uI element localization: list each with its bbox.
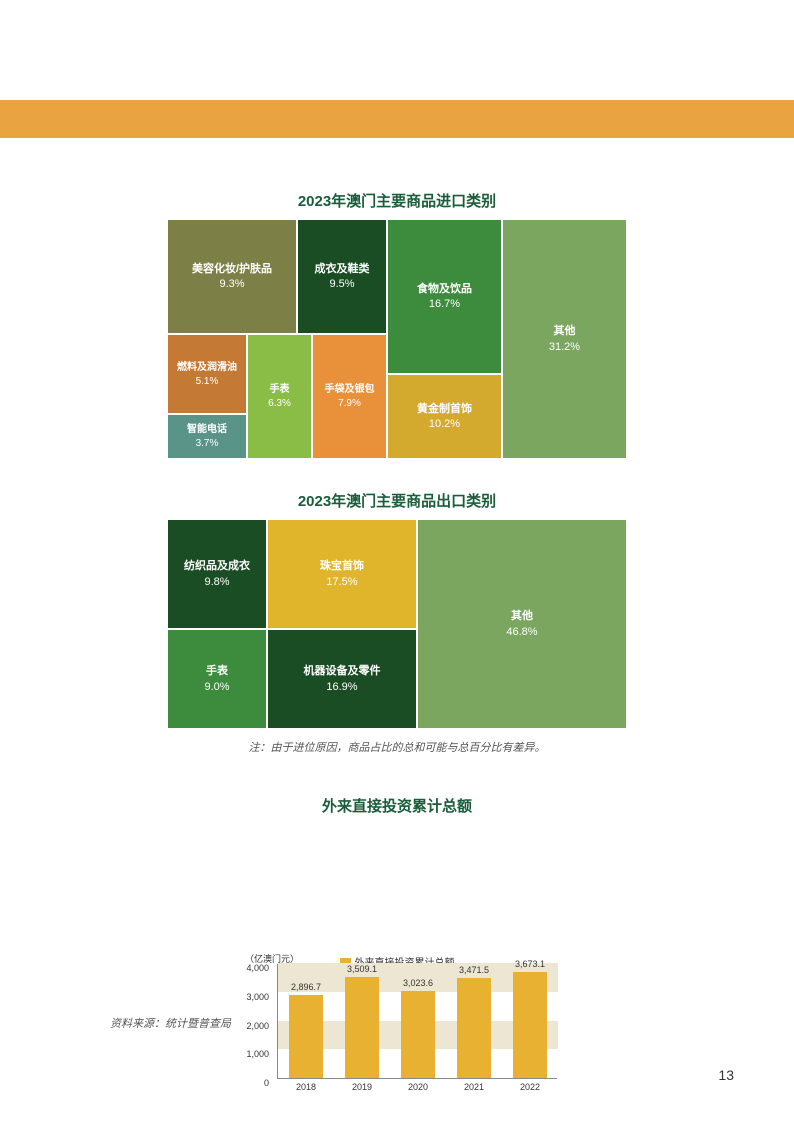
treemap-cell: 手表6.3%: [247, 334, 312, 459]
cell-label: 手表: [206, 664, 228, 678]
footnote: 注：由于进位原因，商品占比的总和可能与总百分比有差异。: [0, 739, 794, 755]
cell-label: 智能电话: [187, 423, 227, 436]
y-tick: 2,000: [246, 1021, 269, 1031]
cell-label: 手袋及银包: [325, 383, 375, 396]
import-treemap: 美容化妆/护肤品9.3%成衣及鞋类9.5%食物及饮品16.7%其他31.2%燃料…: [167, 219, 627, 459]
cell-pct: 6.3%: [268, 397, 291, 410]
bar-chart-section: 外来直接投资累计总额 （亿澳门元） 01,0002,0003,0004,0002…: [0, 795, 794, 1109]
treemap-cell: 黄金制首饰10.2%: [387, 374, 502, 459]
cell-label: 其他: [511, 609, 533, 623]
treemap-cell: 燃料及润滑油5.1%: [167, 334, 247, 414]
treemap-cell: 成衣及鞋类9.5%: [297, 219, 387, 334]
cell-pct: 9.0%: [204, 680, 229, 694]
bar-plot: 01,0002,0003,0004,0002,896.720183,509.12…: [277, 964, 557, 1079]
treemap-cell: 其他 31.2%: [502, 219, 627, 459]
x-tick: 2022: [505, 1082, 555, 1092]
bar-chart-title: 外来直接投资累计总额: [0, 795, 794, 816]
bar: [289, 995, 323, 1078]
treemap-cell: 手袋及银包7.9%: [312, 334, 387, 459]
cell-label: 珠宝首饰: [320, 559, 364, 573]
export-treemap: 纺织品及成衣 9.8% 珠宝首饰 17.5% 其他 46.8% 手表 9.0% 机器设备及零件 1…: [167, 519, 627, 729]
import-section: 2023年澳门主要商品进口类别 美容化妆/护肤品9.3%成衣及鞋类9.5%食物及…: [0, 190, 794, 459]
cell-label: 成衣及鞋类: [315, 262, 370, 276]
treemap-cell: 机器设备及零件 16.9%: [267, 629, 417, 729]
header-bar: [0, 100, 794, 138]
treemap-cell: 纺织品及成衣 9.8%: [167, 519, 267, 629]
bar: [345, 977, 379, 1078]
x-tick: 2018: [281, 1082, 331, 1092]
x-tick: 2021: [449, 1082, 499, 1092]
treemap-cell: 珠宝首饰 17.5%: [267, 519, 417, 629]
cell-label: 燃料及润滑油: [177, 361, 237, 374]
cell-pct: 10.2%: [429, 417, 460, 431]
cell-pct: 16.9%: [326, 680, 357, 694]
y-tick: 1,000: [246, 1049, 269, 1059]
bar-chart: （亿澳门元） 01,0002,0003,0004,0002,896.720183…: [227, 954, 567, 1109]
treemap-cell: 其他 46.8%: [417, 519, 627, 729]
import-title: 2023年澳门主要商品进口类别: [0, 190, 794, 211]
cell-label: 食物及饮品: [417, 282, 472, 296]
cell-pct: 5.1%: [196, 375, 219, 388]
cell-pct: 31.2%: [549, 340, 580, 354]
cell-pct: 9.3%: [219, 277, 244, 291]
page-number: 13: [718, 1067, 734, 1083]
bar: [457, 978, 491, 1078]
cell-label: 美容化妆/护肤品: [192, 262, 272, 276]
cell-label: 手表: [270, 383, 290, 396]
y-tick: 4,000: [246, 963, 269, 973]
bar: [513, 972, 547, 1078]
cell-pct: 7.9%: [338, 397, 361, 410]
cell-pct: 17.5%: [326, 575, 357, 589]
export-section: 2023年澳门主要商品出口类别 纺织品及成衣 9.8% 珠宝首饰 17.5% 其他 46.…: [0, 490, 794, 755]
y-tick: 0: [264, 1078, 269, 1088]
export-title: 2023年澳门主要商品出口类别: [0, 490, 794, 511]
treemap-cell: 食物及饮品16.7%: [387, 219, 502, 374]
treemap-cell: 美容化妆/护肤品9.3%: [167, 219, 297, 334]
bar: [401, 991, 435, 1078]
cell-pct: 9.8%: [204, 575, 229, 589]
cell-pct: 3.7%: [196, 437, 219, 450]
bar-value-label: 3,471.5: [449, 965, 499, 975]
cell-label: 纺织品及成衣: [184, 559, 250, 573]
bar-value-label: 3,023.6: [393, 978, 443, 988]
treemap-cell: 手表 9.0%: [167, 629, 267, 729]
cell-label: 其他: [554, 324, 576, 338]
treemap-cell: 智能电话3.7%: [167, 414, 247, 459]
bar-value-label: 3,673.1: [505, 959, 555, 969]
bar-value-label: 2,896.7: [281, 982, 331, 992]
y-tick: 3,000: [246, 992, 269, 1002]
bar-value-label: 3,509.1: [337, 964, 387, 974]
source-text: 资料来源：统计暨普查局: [110, 1015, 231, 1031]
x-tick: 2020: [393, 1082, 443, 1092]
cell-pct: 46.8%: [506, 625, 537, 639]
cell-label: 机器设备及零件: [304, 664, 381, 678]
cell-label: 黄金制首饰: [417, 402, 472, 416]
x-tick: 2019: [337, 1082, 387, 1092]
cell-pct: 9.5%: [329, 277, 354, 291]
cell-pct: 16.7%: [429, 297, 460, 311]
